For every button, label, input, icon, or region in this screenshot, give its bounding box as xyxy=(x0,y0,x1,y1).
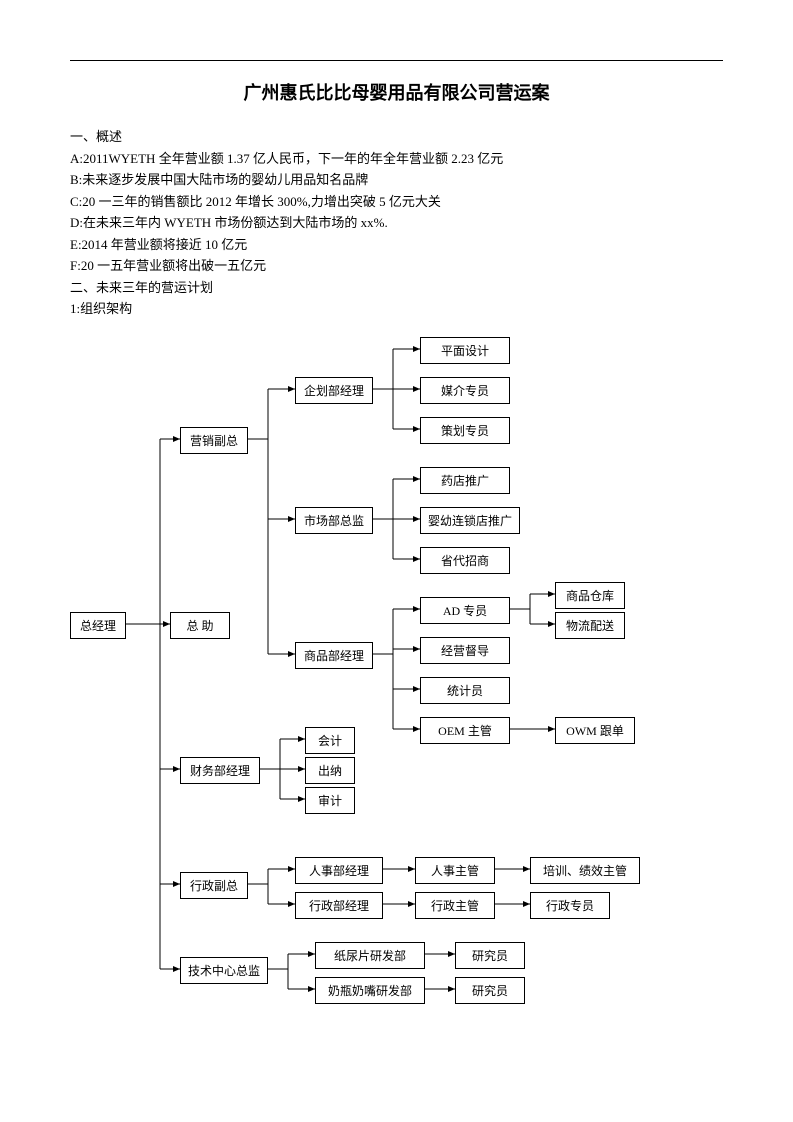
node-owm: OWM 跟单 xyxy=(555,717,635,744)
overview-block: 一、概述 A:2011WYETH 全年营业额 1.37 亿人民币，下一年的年全年… xyxy=(70,127,723,319)
node-stat: 统计员 xyxy=(420,677,510,704)
overview-line: C:20 一三年的销售额比 2012 年增长 300%,力增出突破 5 亿元大关 xyxy=(70,192,723,212)
node-prov-agent: 省代招商 xyxy=(420,547,510,574)
node-bottle-rd: 奶瓶奶嘴研发部 xyxy=(315,977,425,1004)
node-mkt-dir: 市场部总监 xyxy=(295,507,373,534)
org-chart: 总经理 总 助 营销副总 财务部经理 行政副总 技术中心总监 企划部经理 市场部… xyxy=(70,329,720,1039)
node-pharmacy: 药店推广 xyxy=(420,467,510,494)
node-prod-mgr: 商品部经理 xyxy=(295,642,373,669)
node-researcher: 研究员 xyxy=(455,942,525,969)
overview-line: E:2014 年营业额将接近 10 亿元 xyxy=(70,235,723,255)
node-logistics: 物流配送 xyxy=(555,612,625,639)
node-mkt-vp: 营销副总 xyxy=(180,427,248,454)
node-baby-chain: 婴幼连锁店推广 xyxy=(420,507,520,534)
node-oem-sup: OEM 主管 xyxy=(420,717,510,744)
node-diaper-rd: 纸尿片研发部 xyxy=(315,942,425,969)
node-admin-sup: 行政主管 xyxy=(415,892,495,919)
node-fin-mgr: 财务部经理 xyxy=(180,757,260,784)
node-gm: 总经理 xyxy=(70,612,126,639)
node-plan-mgr: 企划部经理 xyxy=(295,377,373,404)
overview-line: F:20 一五年营业额将出破一五亿元 xyxy=(70,256,723,276)
overview-line: B:未来逐步发展中国大陆市场的婴幼儿用品知名品牌 xyxy=(70,170,723,190)
node-train-sup: 培训、绩效主管 xyxy=(530,857,640,884)
node-planner: 策划专员 xyxy=(420,417,510,444)
node-media: 媒介专员 xyxy=(420,377,510,404)
node-hr-mgr: 人事部经理 xyxy=(295,857,383,884)
node-warehouse: 商品仓库 xyxy=(555,582,625,609)
node-tech-dir: 技术中心总监 xyxy=(180,957,268,984)
section-heading: 二、未来三年的营运计划 xyxy=(70,278,723,298)
node-ad-spec: AD 专员 xyxy=(420,597,510,624)
node-researcher: 研究员 xyxy=(455,977,525,1004)
overview-line: D:在未来三年内 WYETH 市场份额达到大陆市场的 xx%. xyxy=(70,213,723,233)
node-hr-sup: 人事主管 xyxy=(415,857,495,884)
node-op-sup: 经营督导 xyxy=(420,637,510,664)
node-cashier: 出纳 xyxy=(305,757,355,784)
node-admin-mgr: 行政部经理 xyxy=(295,892,383,919)
node-acct: 会计 xyxy=(305,727,355,754)
node-admin-vp: 行政副总 xyxy=(180,872,248,899)
overview-line: A:2011WYETH 全年营业额 1.37 亿人民币，下一年的年全年营业额 2… xyxy=(70,149,723,169)
node-asst: 总 助 xyxy=(170,612,230,639)
section-heading: 一、概述 xyxy=(70,127,723,147)
node-admin-spec: 行政专员 xyxy=(530,892,610,919)
subsection-heading: 1:组织架构 xyxy=(70,299,723,319)
doc-title: 广州惠氏比比母婴用品有限公司营运案 xyxy=(70,79,723,105)
node-graphic: 平面设计 xyxy=(420,337,510,364)
node-audit: 审计 xyxy=(305,787,355,814)
